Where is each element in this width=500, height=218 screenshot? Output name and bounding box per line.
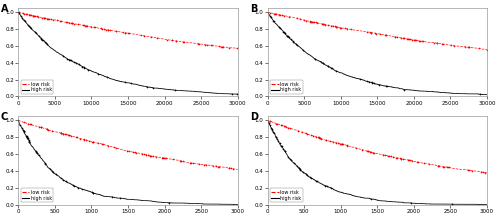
- Legend: low risk, high risk: low risk, high risk: [270, 188, 303, 202]
- Text: A: A: [0, 3, 8, 14]
- Legend: low risk, high risk: low risk, high risk: [270, 80, 303, 94]
- Text: D: D: [250, 112, 258, 122]
- Legend: low risk, high risk: low risk, high risk: [20, 80, 54, 94]
- Text: C: C: [0, 112, 8, 122]
- Text: B: B: [250, 3, 258, 14]
- Legend: low risk, high risk: low risk, high risk: [20, 188, 54, 202]
